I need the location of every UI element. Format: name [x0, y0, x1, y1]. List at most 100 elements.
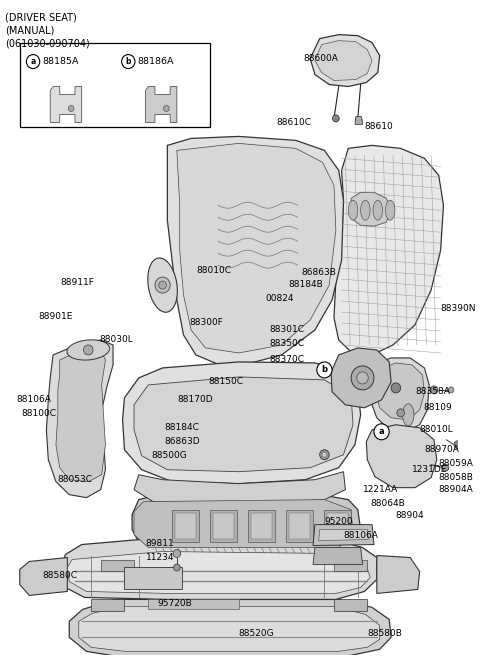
Polygon shape [310, 35, 380, 87]
Circle shape [442, 464, 449, 471]
Polygon shape [79, 606, 380, 651]
Circle shape [374, 424, 389, 440]
Text: 88301C: 88301C [269, 325, 304, 335]
Text: 11234: 11234 [145, 553, 174, 562]
Text: 88904A: 88904A [439, 485, 473, 494]
Circle shape [68, 106, 74, 112]
Polygon shape [370, 358, 429, 432]
Ellipse shape [148, 258, 177, 312]
Polygon shape [58, 537, 377, 600]
Circle shape [430, 386, 438, 394]
Text: 88010L: 88010L [420, 425, 454, 434]
Text: 88010C: 88010C [196, 266, 231, 275]
Polygon shape [122, 362, 360, 483]
Text: 88911F: 88911F [60, 277, 94, 287]
Text: 88186A: 88186A [138, 57, 174, 66]
Text: 88370C: 88370C [269, 356, 304, 365]
Polygon shape [213, 512, 234, 539]
Circle shape [391, 383, 401, 393]
Text: 88109: 88109 [423, 403, 452, 413]
Text: (MANUAL): (MANUAL) [5, 26, 55, 35]
Text: 88059A: 88059A [439, 459, 474, 468]
Text: 1231DE: 1231DE [412, 465, 447, 474]
Text: 88580C: 88580C [43, 571, 78, 580]
Text: 88904: 88904 [396, 511, 424, 520]
Text: 88610C: 88610C [276, 118, 311, 127]
Circle shape [333, 115, 339, 122]
Ellipse shape [67, 340, 109, 360]
Text: 88350C: 88350C [269, 339, 304, 348]
Circle shape [357, 372, 368, 384]
Circle shape [317, 362, 332, 378]
Text: (DRIVER SEAT): (DRIVER SEAT) [5, 12, 77, 23]
Text: 88058B: 88058B [439, 473, 474, 482]
Text: 88184C: 88184C [165, 423, 199, 432]
Ellipse shape [360, 200, 370, 220]
Polygon shape [134, 377, 353, 472]
Text: 88185A: 88185A [43, 57, 79, 66]
Polygon shape [56, 350, 106, 482]
Polygon shape [289, 512, 310, 539]
Circle shape [121, 54, 135, 68]
Polygon shape [145, 87, 177, 123]
Circle shape [155, 277, 170, 293]
Polygon shape [331, 348, 391, 408]
Circle shape [174, 564, 180, 571]
Polygon shape [324, 510, 351, 542]
Polygon shape [248, 510, 275, 542]
Text: (061030-090704): (061030-090704) [5, 39, 90, 49]
Polygon shape [101, 560, 134, 571]
Text: 88901E: 88901E [39, 312, 73, 321]
Polygon shape [313, 525, 374, 546]
Text: 88500G: 88500G [151, 451, 187, 461]
Polygon shape [50, 87, 82, 123]
Polygon shape [366, 425, 437, 487]
Ellipse shape [348, 200, 358, 220]
Text: b: b [322, 365, 327, 375]
Circle shape [26, 54, 40, 68]
Text: 88170D: 88170D [178, 396, 214, 404]
Text: 88390N: 88390N [441, 304, 476, 312]
Text: a: a [30, 57, 36, 66]
Ellipse shape [385, 200, 395, 220]
Text: 88030L: 88030L [100, 335, 133, 344]
Text: 88520G: 88520G [239, 629, 275, 638]
Text: 1221AA: 1221AA [362, 485, 398, 494]
Circle shape [322, 452, 327, 457]
Text: 00824: 00824 [265, 294, 294, 302]
Text: 86863B: 86863B [301, 268, 336, 277]
Text: 88610: 88610 [364, 122, 393, 131]
Circle shape [320, 450, 329, 460]
Text: 95720B: 95720B [158, 599, 192, 608]
Ellipse shape [373, 200, 383, 220]
Polygon shape [148, 600, 239, 609]
Text: 88106A: 88106A [16, 396, 51, 404]
Text: 88053C: 88053C [58, 475, 93, 484]
Polygon shape [134, 472, 346, 504]
Polygon shape [327, 512, 348, 539]
Text: 88300F: 88300F [189, 318, 223, 327]
Polygon shape [334, 146, 444, 355]
Text: 88970A: 88970A [424, 445, 459, 454]
Polygon shape [334, 600, 367, 611]
Circle shape [84, 345, 93, 355]
Polygon shape [315, 41, 372, 81]
Circle shape [351, 366, 374, 390]
Text: 95200: 95200 [324, 517, 353, 526]
Polygon shape [376, 363, 424, 420]
Circle shape [164, 106, 169, 112]
Text: 88580B: 88580B [367, 629, 402, 638]
Polygon shape [172, 510, 199, 542]
Polygon shape [124, 567, 181, 590]
Text: 88100C: 88100C [22, 409, 57, 419]
Polygon shape [351, 192, 391, 226]
Text: 88064B: 88064B [370, 499, 405, 508]
Polygon shape [313, 548, 362, 565]
Polygon shape [20, 558, 67, 596]
Polygon shape [464, 405, 480, 430]
Polygon shape [177, 144, 336, 353]
Polygon shape [69, 600, 391, 656]
Bar [20, 43, 210, 127]
Polygon shape [251, 512, 272, 539]
Polygon shape [334, 560, 367, 571]
